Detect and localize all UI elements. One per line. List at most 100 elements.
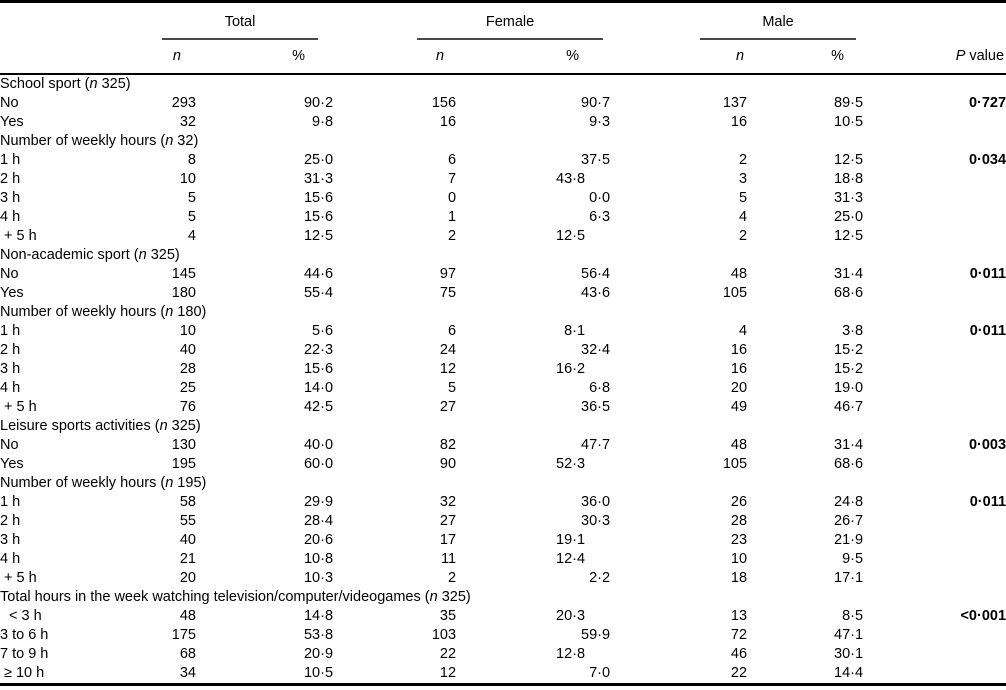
cell-male-pct: 10·5 — [834, 114, 864, 130]
cell-total-n: 145 — [171, 266, 196, 282]
table-row: 3 h 5 15·6 0 0·0 5 31·3 — [0, 189, 1006, 208]
table-row: 3 h 28 15·6 12 16·2 16 15·2 — [0, 360, 1006, 379]
group-total: Total — [162, 10, 319, 40]
table-row: 7 to 9 h 68 20·9 22 12·8 46 30·1 — [0, 645, 1006, 664]
table-row: Yes 32 9·8 16 9·3 16 10·5 — [0, 113, 1006, 132]
cell-total-n: 28 — [179, 361, 196, 377]
cell-female-n: 90 — [439, 456, 457, 472]
cell-female-pct: 90·7 — [581, 95, 611, 111]
cell-female-pct: 56·4 — [581, 266, 611, 282]
group-header-row: Total Female Male — [0, 2, 1006, 41]
cell-total-pct: 90·2 — [303, 95, 334, 111]
cell-female-pct: 2·2 — [589, 570, 611, 586]
table-body: School sport (n 325) No 293 90·2 156 90·7 137 8… — [0, 74, 1006, 685]
cell-female-pct: 43·6 — [581, 285, 611, 301]
table-row: 2 h 40 22·3 24 32·4 16 15·2 — [0, 341, 1006, 360]
cell-p-value — [863, 360, 1006, 379]
cell-p-value — [863, 398, 1006, 417]
cell-male-n: 18 — [730, 570, 748, 586]
cell-female-pct: 37·5 — [581, 152, 611, 168]
table-row: 2 h 10 31·3 7 43·8 3 18·8 — [0, 170, 1006, 189]
cell-female-pct: 52·3 — [556, 456, 586, 472]
cell-male-n: 4 — [738, 209, 748, 225]
cell-total-pct: 44·6 — [303, 266, 334, 282]
cell-p-value — [863, 626, 1006, 645]
group-male-cell: Male — [610, 2, 863, 40]
cell-total-pct: 42·5 — [303, 399, 334, 415]
table-row: 4 h 25 14·0 5 6·8 20 19·0 — [0, 379, 1006, 398]
cell-total-n: 40 — [179, 342, 196, 358]
cell-p-value — [863, 227, 1006, 246]
cell-female-pct: 6·3 — [589, 209, 611, 225]
section-title: Total hours in the week watching televis… — [0, 589, 471, 605]
cell-male-pct: 31·3 — [834, 190, 864, 206]
section-title: Non-academic sport (n 325) — [0, 247, 180, 263]
cell-male-n: 16 — [730, 361, 748, 377]
section-title: Number of weekly hours (n 180) — [0, 304, 207, 320]
cell-female-pct: 20·3 — [556, 608, 586, 624]
table-row: 1 h 58 29·9 32 36·0 26 24·8 0·011 — [0, 493, 1006, 512]
row-label: 3 h — [0, 361, 21, 377]
cell-total-n: 130 — [171, 437, 196, 453]
section-n-symbol: n — [159, 418, 168, 434]
cell-female-pct: 12·5 — [556, 228, 586, 244]
cell-total-pct: 12·5 — [303, 228, 334, 244]
cell-total-pct: 9·8 — [312, 114, 334, 130]
cell-female-n: 1 — [447, 209, 457, 225]
table-row: + 5 h 4 12·5 2 12·5 2 12·5 — [0, 227, 1006, 246]
cell-male-pct: 17·1 — [834, 570, 864, 586]
cell-male-n: 4 — [738, 323, 748, 339]
table-row: + 5 h 76 42·5 27 36·5 49 46·7 — [0, 398, 1006, 417]
cell-male-n: 5 — [738, 190, 748, 206]
section-header-row: Number of weekly hours (n 195) — [0, 474, 1006, 493]
row-label: 3 to 6 h — [0, 627, 49, 643]
cell-male-n: 22 — [730, 665, 748, 681]
cell-female-n: 156 — [431, 95, 457, 111]
row-label: 1 h — [0, 323, 21, 339]
row-label: 1 h — [0, 494, 21, 510]
cell-p-value — [863, 189, 1006, 208]
cell-female-pct: 32·4 — [581, 342, 611, 358]
row-label: No — [0, 95, 19, 111]
cell-male-n: 20 — [730, 380, 748, 396]
table-row: No 293 90·2 156 90·7 137 89·5 0·727 — [0, 94, 1006, 113]
cell-total-pct: 15·6 — [303, 361, 334, 377]
cell-male-pct: 31·4 — [834, 437, 864, 453]
section-n-symbol: n — [165, 133, 174, 149]
cell-male-pct: 25·0 — [834, 209, 864, 225]
cell-male-pct: 12·5 — [834, 152, 864, 168]
cell-female-pct: 7·0 — [589, 665, 611, 681]
cell-male-n: 23 — [730, 532, 748, 548]
cell-total-pct: 55·4 — [303, 285, 334, 301]
cell-total-n: 5 — [187, 190, 196, 206]
cell-total-n: 180 — [171, 285, 196, 301]
cell-male-n: 16 — [730, 342, 748, 358]
row-label: 4 h — [0, 380, 21, 396]
cell-female-n: 24 — [439, 342, 457, 358]
group-total-cell: Total — [130, 2, 333, 40]
group-female-cell: Female — [333, 2, 610, 40]
cell-female-n: 16 — [439, 114, 457, 130]
cell-total-pct: 5·6 — [312, 323, 334, 339]
cell-male-n: 137 — [722, 95, 748, 111]
table-row: 4 h 5 15·6 1 6·3 4 25·0 — [0, 208, 1006, 227]
cell-total-n: 195 — [171, 456, 196, 472]
cell-female-pct: 12·4 — [556, 551, 586, 567]
cell-total-pct: 60·0 — [303, 456, 334, 472]
cell-p-value — [863, 113, 1006, 132]
cell-p-value — [863, 550, 1006, 569]
row-label: Yes — [0, 456, 24, 472]
cell-total-pct: 29·9 — [303, 494, 334, 510]
cell-male-pct: 14·4 — [834, 665, 864, 681]
table-row: No 145 44·6 97 56·4 48 31·4 0·011 — [0, 265, 1006, 284]
p-header-blank-cell — [863, 2, 1006, 41]
cell-p-value — [863, 284, 1006, 303]
cell-female-n: 0 — [447, 190, 457, 206]
total-pct-header: % — [196, 40, 334, 75]
cell-male-pct: 12·5 — [834, 228, 864, 244]
row-label: 3 h — [0, 532, 21, 548]
row-label: 2 h — [0, 342, 21, 358]
table-row: 3 to 6 h 175 53·8 103 59·9 72 47·1 — [0, 626, 1006, 645]
cell-p-value — [863, 208, 1006, 227]
